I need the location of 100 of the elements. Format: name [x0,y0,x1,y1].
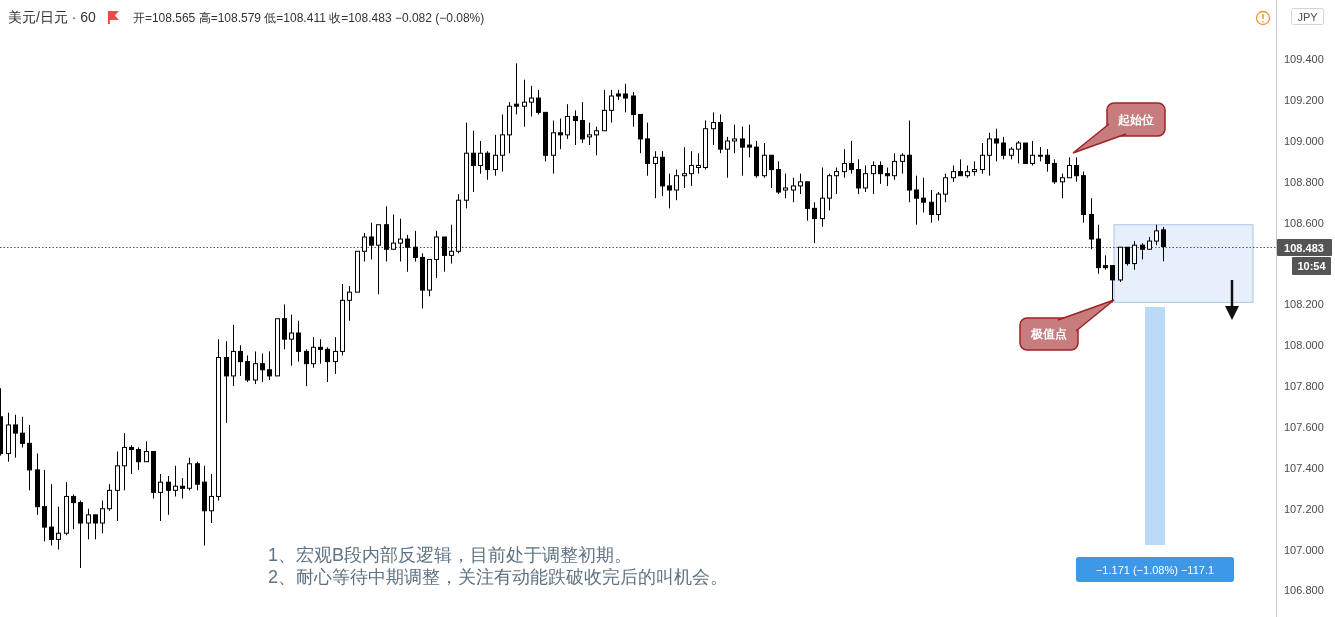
candlestick [173,465,178,497]
candlestick [1030,140,1035,166]
candlestick [245,354,250,383]
candlestick [471,130,476,193]
y-tick-label: 108.600 [1284,216,1324,229]
y-tick-label: 109.400 [1284,53,1324,66]
candlestick [914,175,919,226]
candlestick [667,173,672,209]
ref-line-label: 108.483 [1284,241,1324,254]
candlestick [791,177,796,203]
candlestick [122,432,127,491]
candlestick [369,222,374,260]
candlestick [398,218,403,263]
candlestick [580,101,585,144]
candlestick [980,142,985,175]
candlestick [107,483,112,512]
y-tick-label: 107.800 [1284,380,1324,393]
candlestick [362,232,367,263]
candlestick [49,483,54,546]
candlestick [653,150,658,199]
annotation: 极值点 [1030,327,1067,341]
candlestick [442,236,447,273]
candlestick [558,118,563,150]
y-tick-label: 107.200 [1284,502,1324,515]
candlestick [434,230,439,279]
candlestick [260,352,265,383]
candlestick [253,350,258,385]
y-tick-label: 106.800 [1284,584,1324,597]
candlestick [849,140,854,175]
y-tick-label: 109.200 [1284,94,1324,107]
candlestick [325,346,330,383]
y-tick-label: 108.000 [1284,339,1324,352]
candlestick [529,85,534,117]
candlestick [93,514,98,540]
candlestick [1154,224,1159,246]
candlestick [776,160,781,195]
candlestick [769,154,774,189]
candlestick [587,122,592,146]
candlestick [565,103,570,140]
candlestick [304,348,309,387]
text: 10:54 [1297,260,1327,272]
candlestick [158,473,163,522]
candlestick [878,160,883,185]
candlestick [13,414,18,459]
candlestick [711,111,716,146]
candlestick [747,124,752,158]
candlestick [1052,158,1057,185]
candlestick [900,152,905,175]
candlestick [78,500,83,569]
candlestick [129,444,134,475]
candlestick [936,191,941,222]
candlestick [42,469,47,542]
candlestick [449,224,454,265]
candlestick [943,173,948,203]
candlestick [871,160,876,195]
candlestick [311,336,316,369]
candlestick [987,132,992,177]
candlestick [391,214,396,250]
candlestick [405,234,410,273]
candlestick [725,136,730,179]
candlestick [413,230,418,263]
y-tick-label: 109.000 [1284,134,1324,147]
candlestick [1161,226,1166,262]
candlestick [551,120,556,175]
y-tick-label: 107.400 [1284,461,1324,474]
candlestick [71,493,76,530]
candlestick [863,164,868,193]
y-tick-label: 107.600 [1284,421,1324,433]
candlestick [100,500,105,534]
annotation: 2、耐心等待中期调整，关注有动能跌破收完后的叫机会。 [268,567,729,587]
candlestick [921,177,926,213]
candlestick [289,314,294,367]
candlestick [834,167,839,195]
candlestick [623,83,628,113]
candlestick [1132,240,1137,271]
candlestick [180,477,185,499]
candlestick [689,150,694,187]
candlestick [885,167,890,187]
candlestick [136,446,141,471]
candlestick [762,142,767,179]
candlestick [238,344,243,377]
candlestick [522,79,527,128]
y-tick-label: 107.000 [1284,543,1324,556]
candlestick [1016,140,1021,164]
candlestick [1110,265,1115,303]
candlestick [812,201,817,244]
candlestick [696,152,701,175]
candlestick [485,150,490,181]
candlestick [573,109,578,146]
candlestick [376,224,381,295]
candlestick [1023,142,1028,164]
candlestick [1045,148,1050,173]
candlestick [56,506,61,551]
candlestick [820,167,825,228]
candlestick [929,189,934,224]
candlestick [166,475,171,516]
candlestick [783,173,788,199]
candlestick [296,320,301,363]
candlestick [682,146,687,189]
y-tick-label: 108.800 [1284,175,1324,188]
